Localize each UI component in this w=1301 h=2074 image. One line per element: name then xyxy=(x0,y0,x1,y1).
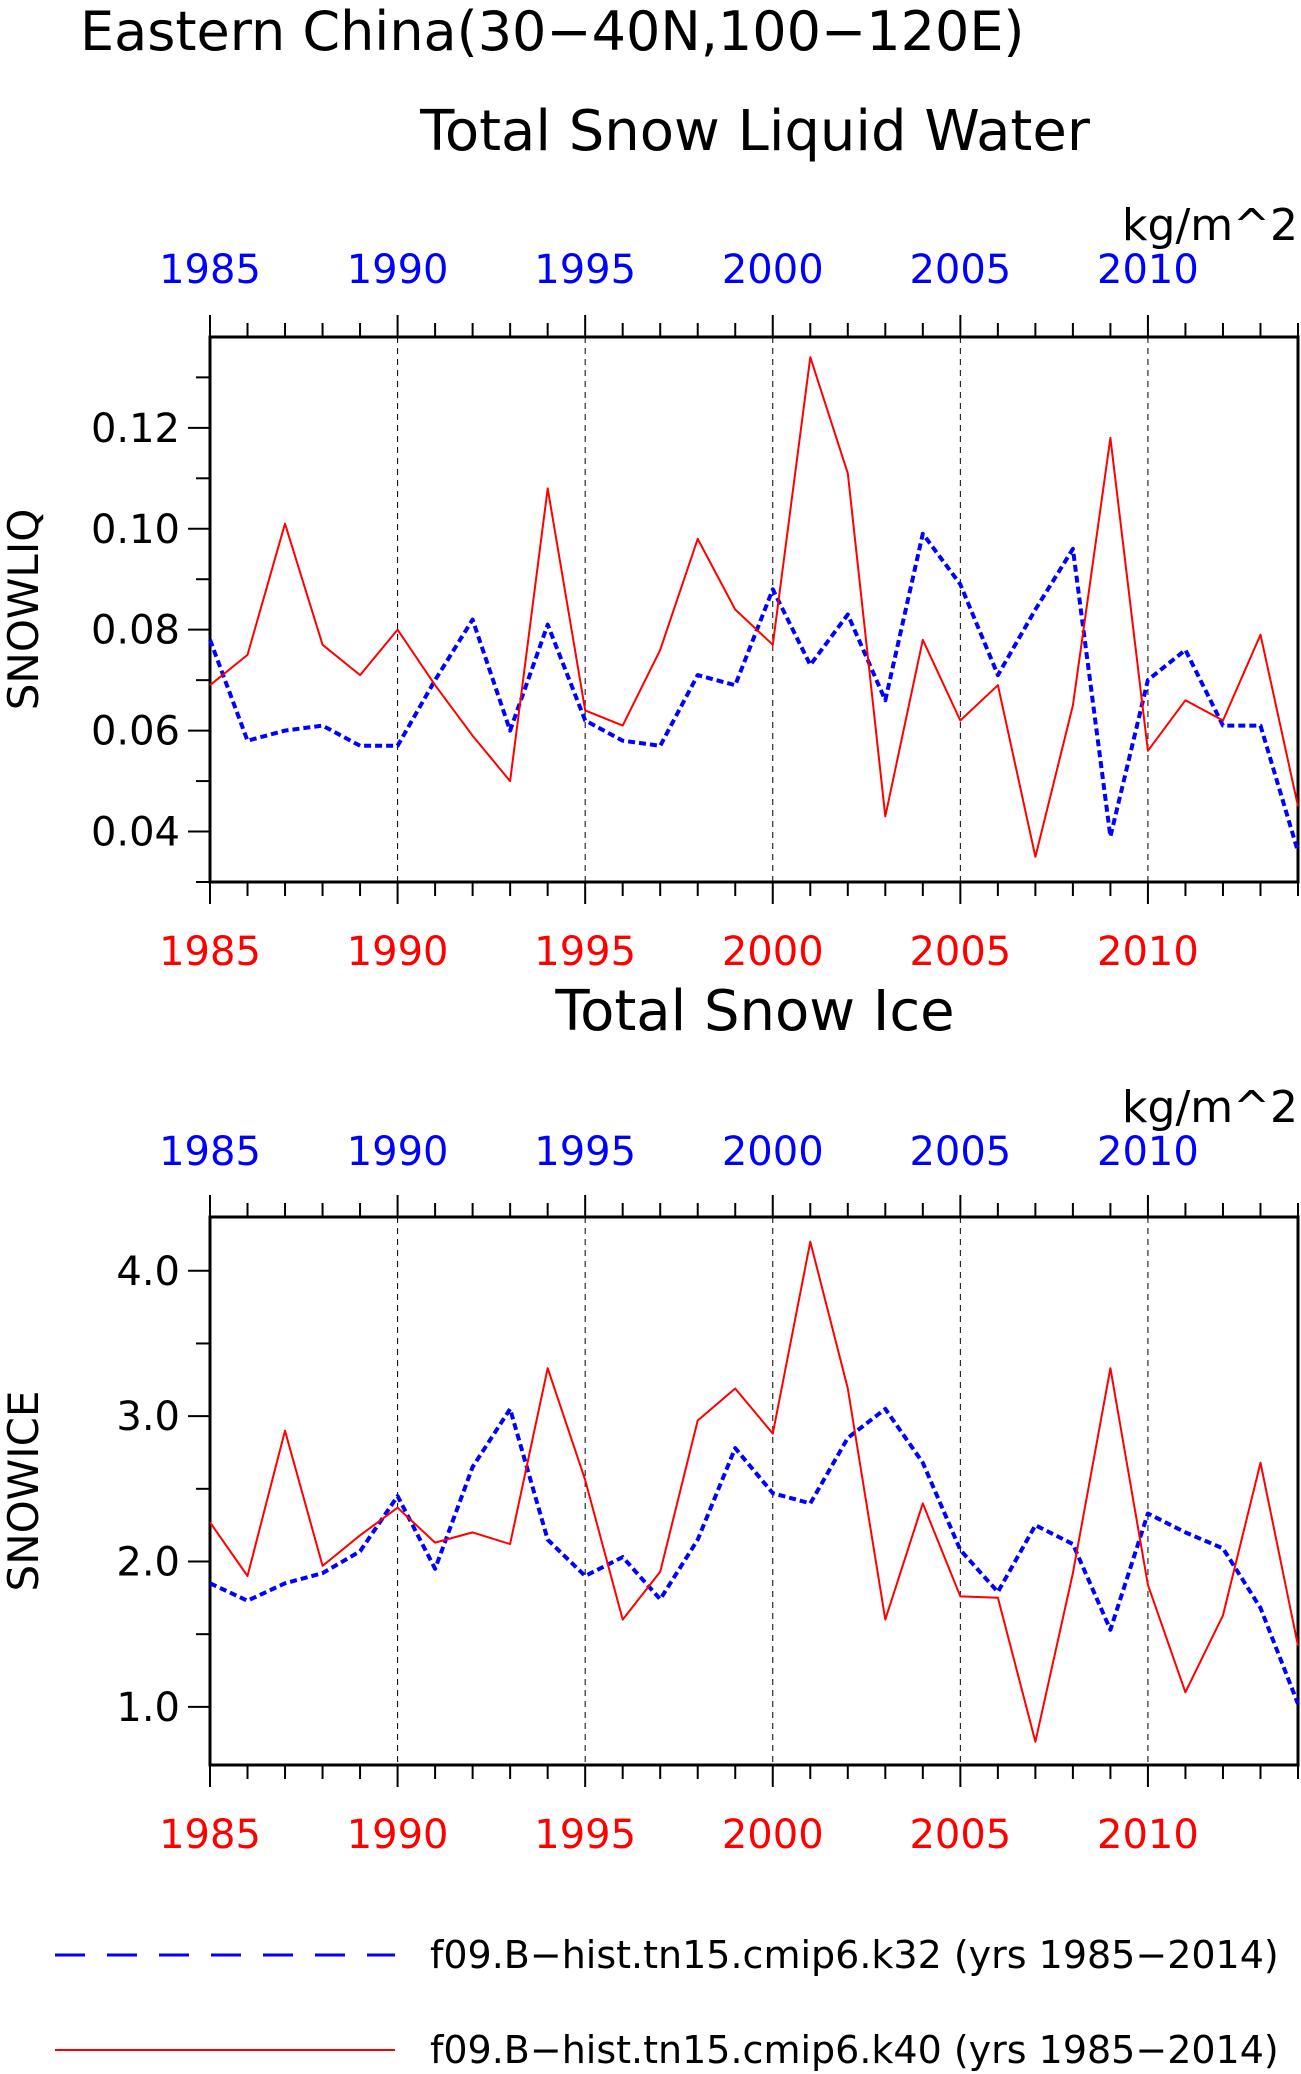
series-line-k40 xyxy=(209,356,1299,858)
x-tick-label-top: 1990 xyxy=(347,247,449,293)
x-tick-label-top: 1995 xyxy=(534,1129,636,1175)
y-tick-label: 4.0 xyxy=(116,1249,180,1295)
x-tick-label-top: 2010 xyxy=(1097,1129,1199,1175)
x-tick-label-top: 1985 xyxy=(159,247,261,293)
panel-title: Total Snow Ice xyxy=(554,979,954,1044)
x-tick-label-bottom: 2000 xyxy=(722,929,824,975)
y-tick-label: 1.0 xyxy=(116,1685,180,1731)
series-line-k40 xyxy=(209,1240,1299,1743)
y-axis-label: SNOWICE xyxy=(0,1391,48,1592)
x-tick-label-top: 1985 xyxy=(159,1129,261,1175)
x-tick-label-bottom: 2000 xyxy=(722,1812,824,1858)
panel-title: Total Snow Liquid Water xyxy=(419,99,1091,164)
y-tick-label: 2.0 xyxy=(116,1539,180,1585)
legend-label: f09.B−hist.tn15.cmip6.k32 (yrs 1985−2014… xyxy=(430,1933,1279,1977)
x-tick-label-bottom: 2010 xyxy=(1097,1812,1199,1858)
legend: f09.B−hist.tn15.cmip6.k32 (yrs 1985−2014… xyxy=(55,1933,1279,2072)
plot-frame xyxy=(208,335,1300,884)
y-tick-label: 0.12 xyxy=(91,406,180,452)
series-line-k32 xyxy=(209,1406,1300,1705)
units-label: kg/m^2 xyxy=(1122,200,1298,251)
x-tick-label-bottom: 2005 xyxy=(909,929,1011,975)
plot-frame xyxy=(208,1215,1300,1767)
x-tick-label-top: 1990 xyxy=(347,1129,449,1175)
x-tick-label-top: 2005 xyxy=(909,247,1011,293)
y-tick-label: 3.0 xyxy=(116,1394,180,1440)
x-tick-label-bottom: 1990 xyxy=(347,1812,449,1858)
units-label: kg/m^2 xyxy=(1122,1082,1298,1133)
x-tick-label-bottom: 1990 xyxy=(347,929,449,975)
figure-title: Eastern China(30−40N,100−120E) xyxy=(80,0,1025,63)
legend-label: f09.B−hist.tn15.cmip6.k40 (yrs 1985−2014… xyxy=(430,2028,1279,2072)
y-tick-label: 0.10 xyxy=(91,507,180,553)
y-axis-label: SNOWLIQ xyxy=(0,509,48,711)
x-tick-label-top: 1995 xyxy=(534,247,636,293)
chart-panel-2: Total Snow Ice kg/m^2 SNOWICE 1.0 2.0 3.0 4.0 1… xyxy=(0,979,1300,1858)
x-tick-label-bottom: 2010 xyxy=(1097,929,1199,975)
y-tick-label: 0.06 xyxy=(91,709,180,755)
x-tick-label-bottom: 1995 xyxy=(534,1812,636,1858)
x-tick-label-top: 2000 xyxy=(722,247,824,293)
y-tick-label: 0.08 xyxy=(91,608,180,654)
chart-panel-1: Total Snow Liquid Water kg/m^2 SNOWLIQ 0.04… xyxy=(0,99,1300,975)
y-tick-label: 0.04 xyxy=(91,810,180,856)
x-tick-label-top: 2010 xyxy=(1097,247,1199,293)
x-tick-label-top: 2000 xyxy=(722,1129,824,1175)
x-tick-label-bottom: 2005 xyxy=(909,1812,1011,1858)
x-tick-label-top: 2005 xyxy=(909,1129,1011,1175)
x-tick-label-bottom: 1985 xyxy=(159,929,261,975)
x-tick-label-bottom: 1985 xyxy=(159,1812,261,1858)
series-line-k32 xyxy=(208,531,1300,853)
x-tick-label-bottom: 1995 xyxy=(534,929,636,975)
